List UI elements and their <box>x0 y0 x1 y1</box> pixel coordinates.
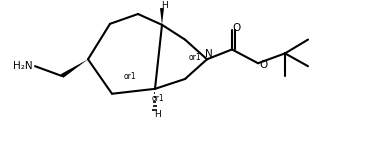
Text: or1: or1 <box>152 94 164 103</box>
Text: or1: or1 <box>189 53 201 62</box>
Text: N: N <box>205 49 213 59</box>
Text: H₂N: H₂N <box>14 61 33 71</box>
Text: H: H <box>154 110 161 119</box>
Polygon shape <box>61 59 88 78</box>
Text: O: O <box>233 23 241 33</box>
Text: H: H <box>162 1 168 10</box>
Text: O: O <box>260 60 268 70</box>
Text: or1: or1 <box>124 72 136 81</box>
Polygon shape <box>160 8 164 25</box>
